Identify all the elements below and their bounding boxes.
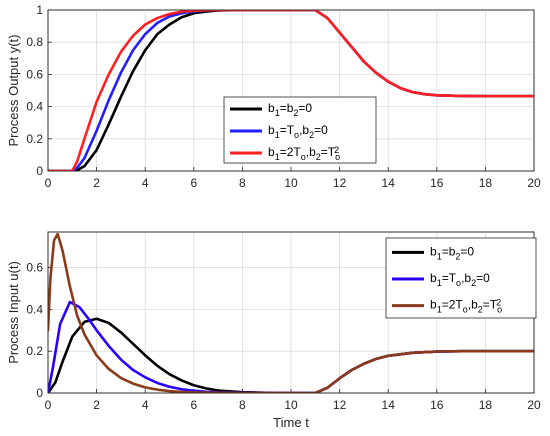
legend: b1=b2=0b1=To,b2=0b1=2To,b2=To2 <box>385 237 537 319</box>
x-tick-label: 14 <box>382 398 396 412</box>
x-tick-label: 18 <box>479 176 493 190</box>
x-tick-label: 12 <box>333 398 347 412</box>
x-tick-label: 4 <box>142 398 149 412</box>
y-tick-label: 0.2 <box>26 344 43 358</box>
x-tick-label: 16 <box>430 176 444 190</box>
y-tick-label: 1 <box>36 3 43 17</box>
x-tick-label: 12 <box>333 176 347 190</box>
legend-entry-3-part: =T <box>483 298 498 312</box>
x-axis-label: Time t <box>273 415 309 430</box>
legend-entry-1: b1=b2=0 <box>430 244 474 261</box>
x-tick-label: 2 <box>93 176 100 190</box>
legend-entry-2-part: 1 <box>437 278 442 288</box>
y-tick-label: 0 <box>36 386 43 400</box>
y-axis-label: Process Input u(t) <box>6 261 21 364</box>
y-tick-label: 0.2 <box>26 132 43 146</box>
x-tick-label: 20 <box>527 398 541 412</box>
legend-entry-3-part: =2T <box>280 145 302 159</box>
series-group <box>48 232 534 393</box>
legend-entry-2-part: o <box>294 130 299 140</box>
legend-entry-3-part: 2 <box>496 298 501 308</box>
x-tick-label: 4 <box>142 176 149 190</box>
legend-entry-2-part: o <box>456 278 461 288</box>
legend-entry-1-part: =b <box>280 101 294 115</box>
legend: b1=b2=0b1=To,b2=0b1=2To,b2=To2 <box>223 96 377 164</box>
legend-entry-1-part: 2 <box>455 251 460 261</box>
legend-entry-3-part: =T <box>321 145 336 159</box>
legend-entry-1-part: =0 <box>460 244 474 258</box>
x-tick-label: 14 <box>382 176 396 190</box>
series-line-3 <box>48 232 534 393</box>
x-tick-label: 0 <box>45 398 52 412</box>
legend-entry-2-part: =T <box>442 271 457 285</box>
series-group <box>48 10 534 171</box>
x-tick-label: 20 <box>527 176 541 190</box>
legend-entry-3-part: =2T <box>442 298 464 312</box>
legend-entry-3-part: o <box>335 152 340 162</box>
legend-entry-2-part: b <box>268 123 275 137</box>
y-tick-label: 0.4 <box>26 302 43 316</box>
legend-entry-1-part: =0 <box>298 101 312 115</box>
legend-entry-3-part: o <box>301 152 306 162</box>
legend-entry-2: b1=To,b2=0 <box>268 123 328 140</box>
x-tick-label: 18 <box>479 398 493 412</box>
legend-entry-1-part: 1 <box>275 108 280 118</box>
y-tick-label: 0 <box>36 164 43 178</box>
x-tick-label: 2 <box>93 398 100 412</box>
legend-entry-2-part: =0 <box>476 271 490 285</box>
y-tick-label: 0.6 <box>26 67 43 81</box>
legend-entry-3-part: 2 <box>316 152 321 162</box>
legend-entry-2-part: 2 <box>309 130 314 140</box>
y-tick-label: 0.6 <box>26 261 43 275</box>
legend-entry-3-part: 1 <box>437 305 442 315</box>
legend-entry-3-part: b <box>268 145 275 159</box>
x-tick-label: 6 <box>190 398 197 412</box>
legend-entry-1-part: b <box>430 244 437 258</box>
x-tick-label: 8 <box>239 176 246 190</box>
x-tick-label: 16 <box>430 398 444 412</box>
legend-entry-1-part: 2 <box>293 108 298 118</box>
legend-entry-3: b1=2To,b2=To2 <box>430 298 502 315</box>
x-tick-label: 0 <box>45 176 52 190</box>
y-tick-label: 0.8 <box>26 35 43 49</box>
legend-entry-3-part: o <box>497 305 502 315</box>
legend-entry-3-part: 2 <box>334 145 339 155</box>
legend-entry-1-part: 1 <box>437 251 442 261</box>
x-tick-label: 8 <box>239 398 246 412</box>
legend-entry-2-part: ,b <box>299 123 309 137</box>
y-tick-label: 0.4 <box>26 100 43 114</box>
plot-border <box>47 9 535 172</box>
y-axis-label: Process Output y(t) <box>6 35 21 147</box>
legend-entry-3-part: 1 <box>275 152 280 162</box>
legend-entry-2-part: 2 <box>471 278 476 288</box>
legend-entry-2-part: b <box>430 271 437 285</box>
legend-entry-3-part: ,b <box>468 298 478 312</box>
legend-entry-3-part: o <box>463 305 468 315</box>
legend-entry-3-part: ,b <box>306 145 316 159</box>
legend-entry-1: b1=b2=0 <box>268 101 312 118</box>
legend-entry-1-part: =b <box>442 244 456 258</box>
legend-entry-3-part: 2 <box>478 305 483 315</box>
legend-entry-2-part: =0 <box>314 123 328 137</box>
legend-entry-2-part: ,b <box>461 271 471 285</box>
x-tick-label: 10 <box>284 398 298 412</box>
series-line-3 <box>48 10 534 171</box>
legend-entry-3: b1=2To,b2=To2 <box>268 145 340 162</box>
legend-entry-1-part: b <box>268 101 275 115</box>
legend-entry-2-part: =T <box>280 123 295 137</box>
legend-entry-3-part: b <box>430 298 437 312</box>
legend-entry-2-part: 1 <box>275 130 280 140</box>
x-tick-label: 10 <box>284 176 298 190</box>
x-tick-label: 6 <box>190 176 197 190</box>
legend-entry-2: b1=To,b2=0 <box>430 271 490 288</box>
